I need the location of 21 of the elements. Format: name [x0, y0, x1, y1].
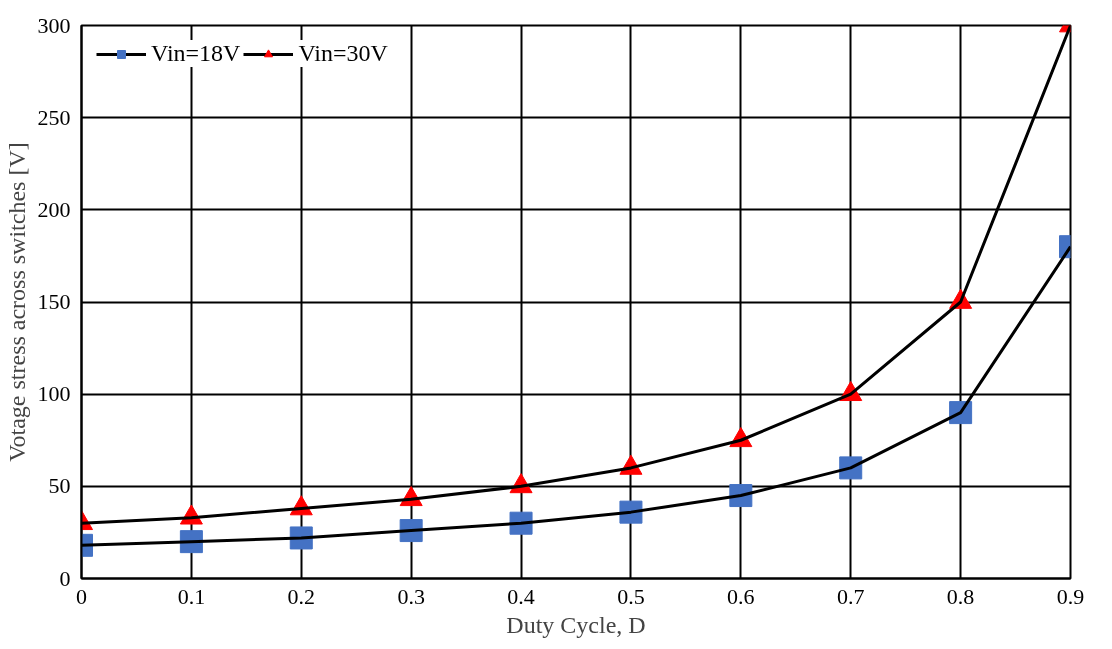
- y-tick-label: 250: [37, 104, 71, 130]
- x-tick-label: 0.4: [507, 583, 535, 609]
- x-tick-label: 0.9: [1056, 583, 1085, 609]
- x-tick-label: 0.1: [177, 583, 206, 609]
- x-tick-label: 0: [76, 583, 87, 609]
- legend-label: Vin=30V: [298, 40, 388, 67]
- x-tick-label: 0.6: [727, 583, 755, 609]
- legend-label: Vin=18V: [151, 40, 241, 67]
- y-tick-label: 200: [37, 196, 71, 222]
- x-tick-label: 0.5: [617, 583, 645, 609]
- y-tick-label: 0: [59, 565, 71, 591]
- y-tick-label: 300: [37, 12, 71, 38]
- x-axis-title: Duty Cycle, D: [506, 611, 646, 638]
- y-tick-label: 150: [37, 289, 71, 314]
- y-tick-label: 50: [48, 473, 71, 499]
- x-tick-label: 0.2: [287, 583, 316, 609]
- y-axis-title: Votage stress across switches [V]: [3, 142, 30, 462]
- y-tick-label: 100: [37, 381, 71, 407]
- x-tick-label: 0.7: [836, 583, 865, 609]
- x-tick-label: 0.8: [946, 583, 975, 609]
- x-tick-label: 0.3: [397, 583, 425, 609]
